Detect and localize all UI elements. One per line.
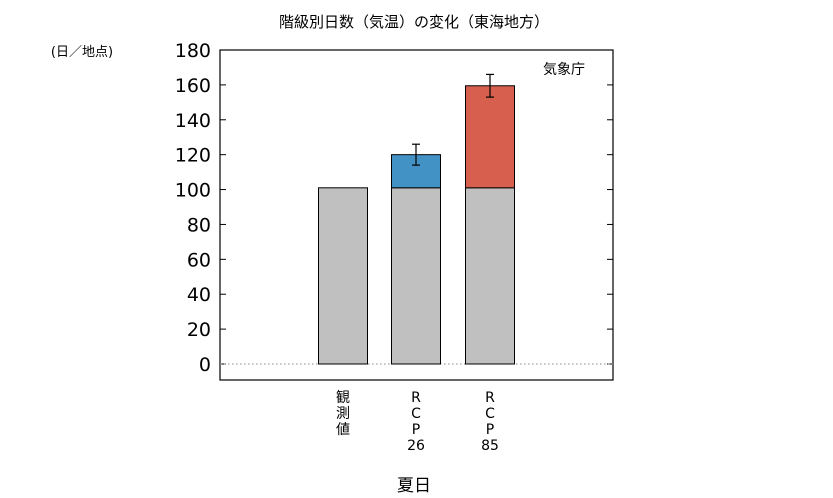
plot-frame [219,49,614,381]
x-category-label: 値 [336,422,350,438]
credit-label: 気象庁 [543,62,585,78]
chart-title: 階級別日数（気温）の変化（東海地方） [279,13,549,31]
x-category-label: C [485,406,495,422]
bar-observed-base [391,187,441,365]
y-axis: 0 20 40 60 80 100 120 140 160 180 [175,40,613,376]
x-category-label: 85 [481,438,499,454]
bar-observed-base [465,187,515,365]
bars [318,85,515,365]
y-tick-label: 0 [199,354,211,376]
y-tick-label: 60 [187,249,211,271]
x-category-label: R [485,390,495,406]
y-tick-label: 160 [175,75,211,97]
x-category-label: P [486,422,494,438]
y-tick-label: 40 [187,284,211,306]
x-category-label: P [412,422,420,438]
x-category-label: 測 [336,406,350,422]
y-unit-label: (日／地点) [51,45,113,60]
y-tick-label: 120 [175,145,211,167]
y-tick-label: 100 [175,180,211,202]
x-category-label: R [411,390,421,406]
x-axis-title: 夏日 [397,476,431,496]
y-tick-label: 20 [187,319,211,341]
error-bars [412,73,494,166]
y-tick-label: 140 [175,110,211,132]
y-tick-label: 80 [187,214,211,236]
bar-projected-change [465,85,515,189]
x-category-label: 26 [407,438,425,454]
x-category-label: 観 [336,389,350,406]
y-tick-label: 180 [175,40,211,62]
bar-observed-base [318,187,368,365]
x-category-label: C [411,406,421,422]
